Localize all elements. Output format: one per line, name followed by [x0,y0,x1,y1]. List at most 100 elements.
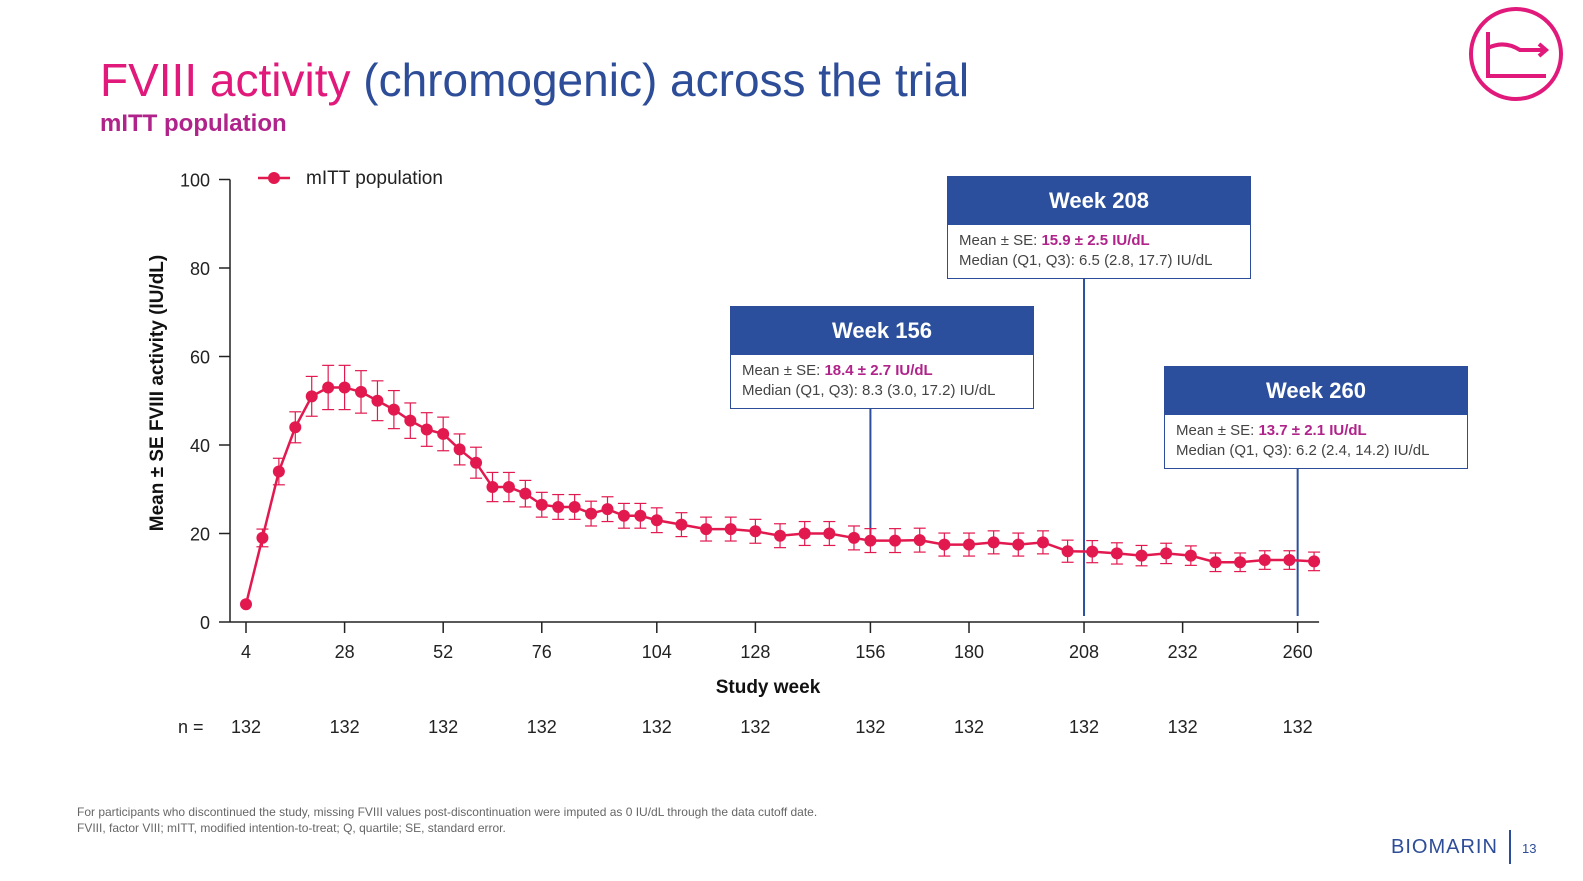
data-point [502,481,515,494]
mean-value: 13.7 ± 2.1 IU/dL [1258,422,1367,439]
data-point [1258,554,1271,567]
legend-label: mITT population [306,168,443,189]
data-point [634,509,647,522]
x-tick-label: 28 [335,642,355,662]
data-point [1234,556,1247,569]
data-point [1086,545,1099,558]
x-tick-label: 128 [740,642,770,662]
n-value: 132 [642,717,672,737]
data-point [552,500,565,513]
x-tick-label: 260 [1283,642,1313,662]
callout-header: Week 156 [731,307,1033,355]
footnote-line-1: For participants who discontinued the st… [77,805,818,819]
data-point [519,487,532,500]
legend: mITT population [258,168,443,189]
data-point [437,427,450,440]
x-tick-label: 156 [855,642,885,662]
callout-header: Week 208 [948,177,1250,225]
x-tick-label: 52 [433,642,453,662]
y-tick-label: 100 [180,171,210,191]
x-tick-label: 208 [1069,642,1099,662]
callout-header: Week 260 [1165,367,1467,415]
data-point [289,421,302,434]
data-point [387,403,400,416]
y-tick-label: 40 [190,436,210,456]
data-point [749,525,762,538]
mean-value: 18.4 ± 2.7 IU/dL [824,362,933,379]
x-axis-label: Study week [716,677,821,698]
data-point [1135,549,1148,562]
n-value: 132 [740,717,770,737]
mean-value: 15.9 ± 2.5 IU/dL [1041,232,1150,249]
data-point [724,523,737,536]
data-point [675,518,688,531]
data-point [585,507,598,520]
data-point [256,531,269,544]
data-point [240,598,252,611]
data-point [774,529,787,542]
data-point [404,414,417,427]
data-point [963,538,976,551]
n-value: 132 [527,717,557,737]
data-point [798,527,811,540]
data-point [453,443,466,456]
brand-divider [1509,830,1511,864]
data-point [272,465,285,478]
data-point [470,456,483,469]
data-point [568,500,581,513]
page-number: 13 [1522,841,1537,856]
data-point [700,523,713,536]
data-point [486,481,499,494]
data-point [864,534,877,547]
median-text: Median (Q1, Q3): 8.3 (3.0, 17.2) IU/dL [742,382,996,399]
data-point [1012,538,1025,551]
x-tick-label: 76 [532,642,552,662]
n-label: n = [178,717,204,737]
data-point [987,536,1000,549]
median-text: Median (Q1, Q3): 6.2 (2.4, 14.2) IU/dL [1176,442,1430,459]
callout-week-260: Week 260 Mean ± SE: 13.7 ± 2.1 IU/dL Med… [1164,366,1468,469]
median-text: Median (Q1, Q3): 6.5 (2.8, 17.7) IU/dL [959,252,1213,269]
data-point [322,381,335,394]
x-tick-label: 104 [642,642,672,662]
footnote-line-2: FVIII, factor VIII; mITT, modified inten… [77,821,506,835]
data-point [847,531,860,544]
n-value: 132 [231,717,261,737]
callout-week-156: Week 156 Mean ± SE: 18.4 ± 2.7 IU/dL Med… [730,306,1034,409]
slide-title: FVIII activity (chromogenic) across the … [100,52,969,108]
x-tick-label: 4 [241,642,251,662]
data-point [371,394,384,407]
timeline-logo-icon [1469,7,1563,101]
y-axis-label: Mean ± SE FVIII activity (IU/dL) [147,255,168,531]
x-tick-label: 180 [954,642,984,662]
data-point [617,509,630,522]
data-point [1036,536,1049,549]
n-value: 132 [1283,717,1313,737]
n-value: 132 [954,717,984,737]
data-point [823,527,836,540]
data-point [420,423,433,436]
data-point [938,538,951,551]
data-point [535,498,548,511]
n-value: 132 [1069,717,1099,737]
data-point [1061,545,1074,558]
y-tick-label: 80 [190,259,210,279]
data-point [355,385,368,398]
x-tick-label: 232 [1168,642,1198,662]
mean-label: Mean ± SE: [959,232,1042,249]
y-tick-label: 60 [190,348,210,368]
data-point [1160,547,1173,560]
n-value: 132 [855,717,885,737]
y-tick-label: 0 [200,613,210,633]
data-point [1184,549,1197,562]
data-point [913,534,926,547]
title-part-2: (chromogenic) across the trial [363,54,970,106]
slide-subtitle: mITT population [100,110,287,137]
mean-label: Mean ± SE: [742,362,825,379]
n-value: 132 [330,717,360,737]
data-point [1110,547,1123,560]
data-point [1283,554,1296,567]
n-value: 132 [428,717,458,737]
legend-marker [268,172,280,184]
